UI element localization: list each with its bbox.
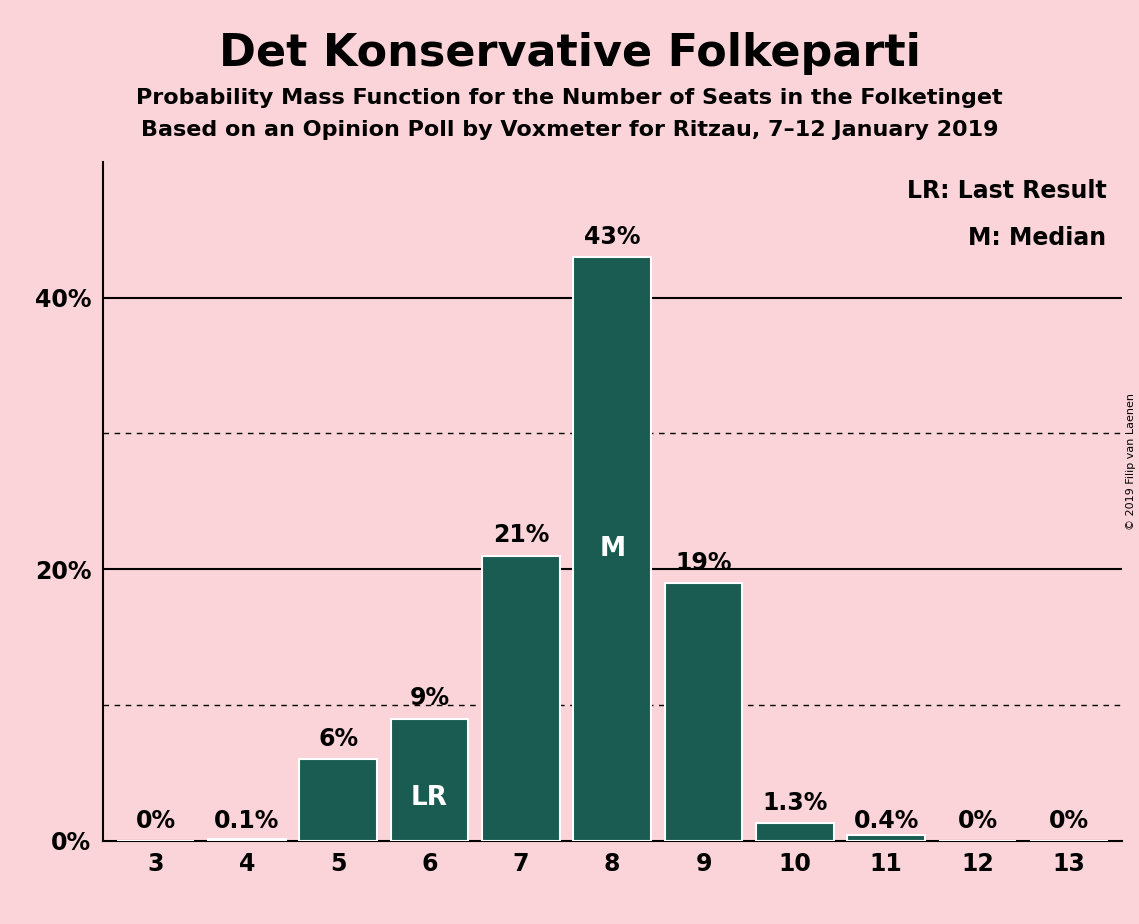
Text: 0%: 0%: [136, 808, 175, 833]
Bar: [756, 823, 834, 841]
Text: Probability Mass Function for the Number of Seats in the Folketinget: Probability Mass Function for the Number…: [137, 88, 1002, 108]
Bar: [665, 583, 743, 841]
Bar: [300, 760, 377, 841]
Bar: [482, 555, 559, 841]
Text: LR: LR: [411, 785, 448, 811]
Text: 0%: 0%: [958, 808, 998, 833]
Text: 0.4%: 0.4%: [853, 808, 919, 833]
Text: M: M: [599, 536, 625, 562]
Text: 0%: 0%: [1049, 808, 1089, 833]
Bar: [573, 257, 652, 841]
Text: M: Median: M: Median: [968, 226, 1107, 250]
Text: © 2019 Filip van Laenen: © 2019 Filip van Laenen: [1126, 394, 1136, 530]
Text: 9%: 9%: [409, 687, 450, 711]
Text: Based on an Opinion Poll by Voxmeter for Ritzau, 7–12 January 2019: Based on an Opinion Poll by Voxmeter for…: [141, 120, 998, 140]
Bar: [208, 840, 286, 841]
Text: 6%: 6%: [318, 727, 359, 751]
Text: 21%: 21%: [493, 524, 549, 547]
Text: 0.1%: 0.1%: [214, 808, 279, 833]
Text: 43%: 43%: [584, 225, 640, 249]
Bar: [847, 835, 925, 841]
Bar: [391, 719, 468, 841]
Text: LR: Last Result: LR: Last Result: [907, 178, 1107, 202]
Text: 1.3%: 1.3%: [762, 791, 828, 815]
Text: Det Konservative Folkeparti: Det Konservative Folkeparti: [219, 32, 920, 76]
Text: 19%: 19%: [675, 551, 731, 575]
